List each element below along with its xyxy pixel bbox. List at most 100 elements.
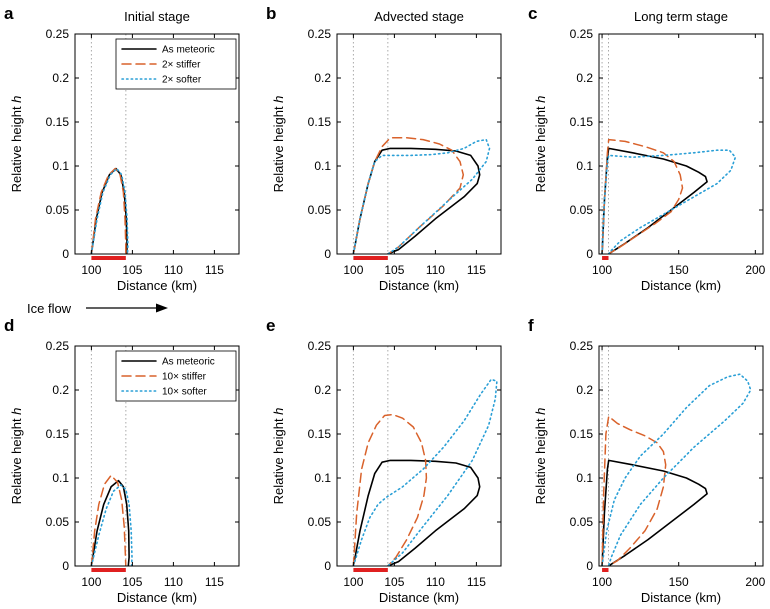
axes-frame-e [336,345,502,567]
series-line-d-solid [90,479,130,566]
axes-frame-d [74,345,240,567]
panel-letter-f: f [528,316,534,335]
series-line-f-dotted [601,373,752,566]
y-tick-label-b-3: 0.15 [308,115,332,129]
y-tick-label-e-1: 0.05 [308,515,332,529]
y-tick-label-a-5: 0.25 [46,27,70,41]
panel-a: a Initial stage 0 0.05 0.1 0.15 0.2 0.25 100 105 1… [4,4,240,293]
y-axis-label-a: Relative height h [9,96,24,193]
axes-frame-f [598,345,764,567]
x-tick-label-f-0: 100 [592,575,612,589]
series-line-c-dotted [601,149,737,254]
series-line-f-dashed [601,415,667,566]
y-tick-label-f-4: 0.2 [576,383,593,397]
panel-f: f 0 0.05 0.1 0.15 0.2 0.25 100 150 200 Distance (k… [528,316,766,605]
x-tick-label-d-1: 105 [122,575,142,589]
y-axis-label-e: Relative height h [271,408,286,505]
series-line-e-solid [352,459,481,566]
legend-label-d-2: 10× softer [162,387,207,398]
series-line-b-dotted [352,138,491,254]
y-tick-label-a-1: 0.05 [46,203,70,217]
panel-letter-a: a [4,4,14,23]
legend-label-a-0: As meteoric [162,45,215,56]
legend-label-d-0: As meteoric [162,357,215,368]
y-tick-label-e-2: 0.1 [314,471,331,485]
panel-letter-e: e [266,316,275,335]
legend-label-d-1: 10× stiffer [162,372,207,383]
y-axis-label-d: Relative height h [9,408,24,505]
x-tick-label-c-2: 200 [745,263,765,277]
x-tick-label-b-0: 100 [343,263,363,277]
y-tick-label-a-4: 0.2 [52,71,69,85]
x-axis-label-f: Distance (km) [641,590,721,605]
y-tick-label-f-1: 0.05 [570,515,594,529]
y-tick-label-c-0: 0 [586,247,593,261]
x-axis-label-d: Distance (km) [117,590,197,605]
panel-d: d 0 0.05 0.1 0.15 0.2 0.25 100 105 110 115 Distance… [4,316,240,605]
x-tick-label-c-0: 100 [592,263,612,277]
y-tick-label-c-1: 0.05 [570,203,594,217]
x-tick-label-f-1: 150 [669,575,689,589]
x-axis-label-c: Distance (km) [641,278,721,293]
panel-letter-d: d [4,316,14,335]
x-tick-label-e-0: 100 [343,575,363,589]
y-axis-label-f: Relative height h [533,408,548,505]
panel-b: b Advected stage 0 0.05 0.1 0.15 0.2 0.25 100 105… [266,4,502,293]
ice-flow-arrow-head [156,303,168,313]
y-tick-label-c-5: 0.25 [570,27,594,41]
legend-d: As meteoric 10× stiffer 10× softer [115,350,237,402]
series-line-a-dotted [90,167,129,254]
y-tick-label-e-4: 0.2 [314,383,331,397]
series-line-d-dashed [90,474,127,566]
x-axis-label-a: Distance (km) [117,278,197,293]
x-tick-label-f-2: 200 [745,575,765,589]
panel-title-c: Long term stage [634,9,728,24]
x-tick-label-a-2: 110 [164,263,183,277]
x-tick-label-a-1: 105 [122,263,142,277]
y-tick-label-d-2: 0.1 [52,471,69,485]
axes-frame-a [74,33,240,255]
y-tick-label-d-1: 0.05 [46,515,70,529]
y-tick-label-c-4: 0.2 [576,71,593,85]
y-tick-label-b-4: 0.2 [314,71,331,85]
x-tick-label-c-1: 150 [669,263,689,277]
y-tick-label-d-3: 0.15 [46,427,70,441]
y-tick-label-d-4: 0.2 [52,383,69,397]
y-tick-label-f-0: 0 [586,559,593,573]
x-tick-label-a-0: 100 [81,263,101,277]
series-line-a-solid [90,167,128,254]
series-line-a-dashed [90,167,127,254]
y-tick-label-e-0: 0 [324,559,331,573]
y-tick-label-d-5: 0.25 [46,339,70,353]
legend-label-a-2: 2× softer [162,75,202,86]
series-line-e-dotted [352,378,498,566]
y-tick-label-e-5: 0.25 [308,339,332,353]
series-line-c-solid [601,147,708,254]
x-tick-label-e-2: 110 [426,575,445,589]
x-tick-label-e-1: 105 [384,575,404,589]
legend-a: As meteoric 2× stiffer 2× softer [115,38,237,90]
x-tick-label-e-3: 115 [467,575,486,589]
y-tick-label-d-0: 0 [62,559,69,573]
panel-e: e 0 0.05 0.1 0.15 0.2 0.25 100 105 110 115 Distance… [266,316,502,605]
x-tick-label-b-3: 115 [467,263,486,277]
panel-letter-b: b [266,4,276,23]
y-tick-label-e-3: 0.15 [308,427,332,441]
ice-flow-label: Ice flow [27,301,72,316]
x-tick-label-b-2: 110 [426,263,445,277]
y-tick-label-a-2: 0.1 [52,159,69,173]
y-tick-label-a-3: 0.15 [46,115,70,129]
axes-frame-c [598,33,764,255]
y-tick-label-b-5: 0.25 [308,27,332,41]
y-tick-label-a-0: 0 [62,247,69,261]
y-tick-label-c-2: 0.1 [576,159,593,173]
y-tick-label-b-2: 0.1 [314,159,331,173]
y-axis-label-c: Relative height h [533,96,548,193]
x-tick-label-b-1: 105 [384,263,404,277]
y-tick-label-b-1: 0.05 [308,203,332,217]
series-line-c-dashed [601,138,684,254]
panel-title-a: Initial stage [124,9,190,24]
x-tick-label-d-3: 115 [205,575,224,589]
x-tick-label-d-0: 100 [81,575,101,589]
